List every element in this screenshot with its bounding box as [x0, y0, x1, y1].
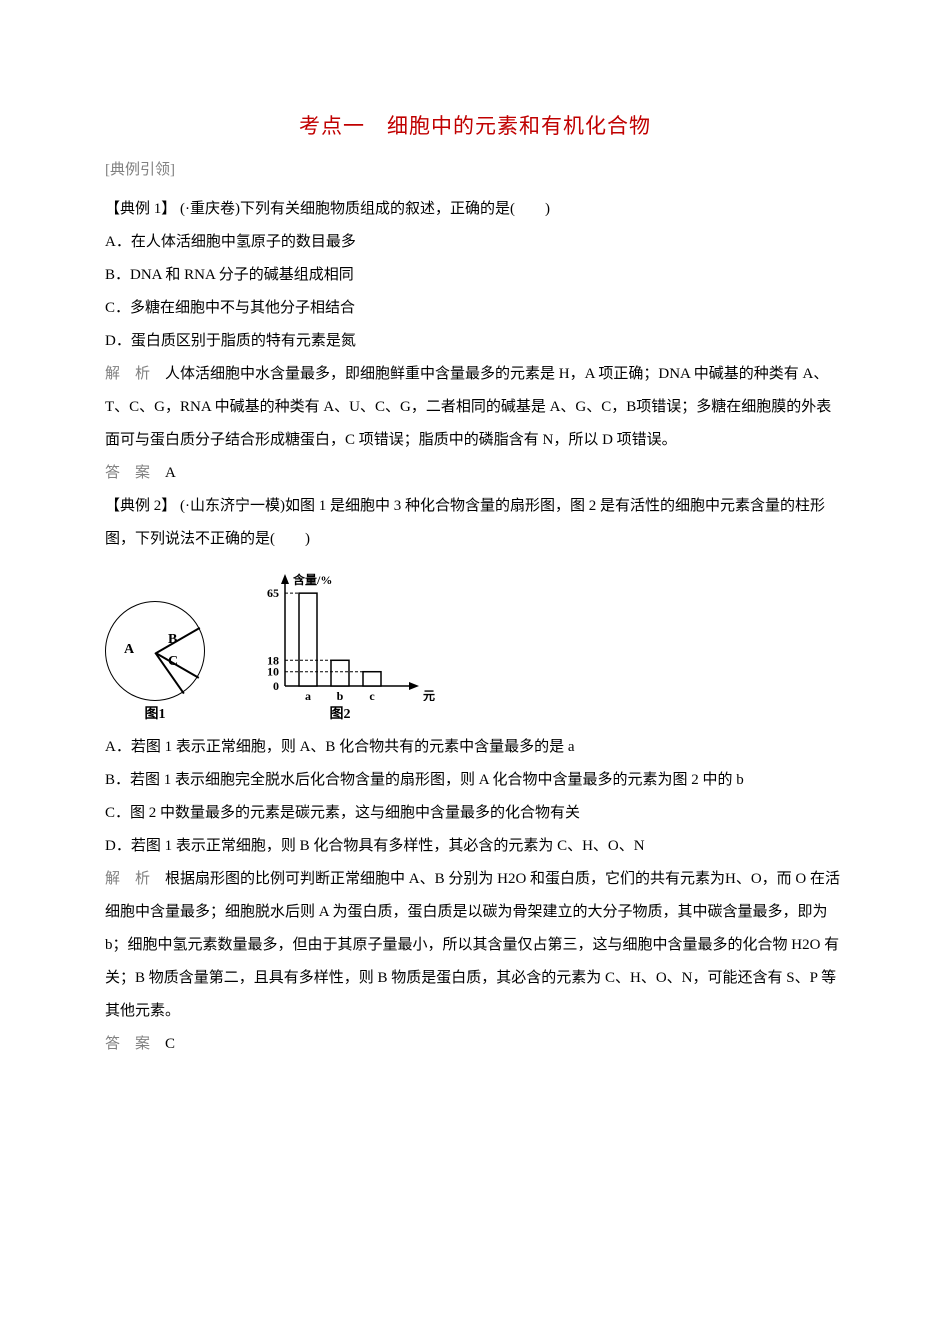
svg-text:0: 0 — [273, 679, 279, 693]
pie-chart: ABC — [105, 601, 205, 701]
ex2-opt-c: C．图 2 中数量最多的元素是碳元素，这与细胞中含量最多的化合物有关 — [105, 797, 845, 830]
explain-label: 解析 — [105, 366, 165, 382]
page-title: 考点一 细胞中的元素和有机化合物 — [105, 110, 845, 140]
ex1-explain-text: 人体活细胞中水含量最多，即细胞鲜重中含量最多的元素是 H，A 项正确；DNA 中… — [105, 366, 831, 448]
ex2-answer-value: C — [165, 1036, 175, 1052]
fig2-label: 图2 — [330, 703, 351, 723]
svg-text:a: a — [305, 689, 311, 701]
answer-label: 答案 — [105, 465, 165, 481]
ex2-opt-b: B．若图 1 表示细胞完全脱水后化合物含量的扇形图，则 A 化合物中含量最多的元… — [105, 764, 845, 797]
ex1-stem: 【典例 1】 (·重庆卷)下列有关细胞物质组成的叙述，正确的是( ) — [105, 193, 845, 226]
svg-text:c: c — [369, 689, 375, 701]
ex2-opt-d: D．若图 1 表示正常细胞，则 B 化合物具有多样性，其必含的元素为 C、H、O… — [105, 830, 845, 863]
svg-text:含量/%: 含量/% — [293, 572, 332, 587]
figure-1: ABC 图1 — [105, 601, 205, 723]
svg-text:65: 65 — [267, 586, 279, 600]
ex2-stem: 【典例 2】 (·山东济宁一模)如图 1 是细胞中 3 种化合物含量的扇形图，图… — [105, 490, 845, 556]
answer-label-2: 答案 — [105, 1036, 165, 1052]
ex2-explain-text: 根据扇形图的比例可判断正常细胞中 A、B 分别为 H2O 和蛋白质，它们的共有元… — [105, 871, 840, 1019]
fig1-label: 图1 — [145, 703, 166, 723]
ex2-explain: 解析根据扇形图的比例可判断正常细胞中 A、B 分别为 H2O 和蛋白质，它们的共… — [105, 863, 845, 1028]
intro-label: [典例引领] — [105, 158, 845, 179]
figures-row: ABC 图1 含量/%0101865abc元素 图2 — [105, 566, 845, 723]
explain-label-2: 解析 — [105, 871, 165, 887]
svg-text:b: b — [337, 689, 344, 701]
ex1-opt-b: B．DNA 和 RNA 分子的碱基组成相同 — [105, 259, 845, 292]
figure-2: 含量/%0101865abc元素 图2 — [245, 566, 435, 723]
example-2: 【典例 2】 (·山东济宁一模)如图 1 是细胞中 3 种化合物含量的扇形图，图… — [105, 490, 845, 1061]
ex1-opt-d: D．蛋白质区别于脂质的特有元素是氮 — [105, 325, 845, 358]
ex1-answer-value: A — [165, 465, 176, 481]
ex1-answer: 答案A — [105, 457, 845, 490]
ex2-answer: 答案C — [105, 1028, 845, 1061]
ex2-opt-a: A．若图 1 表示正常细胞，则 A、B 化合物共有的元素中含量最多的是 a — [105, 731, 845, 764]
example-1: 【典例 1】 (·重庆卷)下列有关细胞物质组成的叙述，正确的是( ) A．在人体… — [105, 193, 845, 490]
svg-text:18: 18 — [267, 653, 279, 667]
bar-chart: 含量/%0101865abc元素 — [245, 566, 435, 701]
svg-text:元素: 元素 — [423, 688, 435, 701]
ex1-explain: 解析人体活细胞中水含量最多，即细胞鲜重中含量最多的元素是 H，A 项正确；DNA… — [105, 358, 845, 457]
ex1-opt-a: A．在人体活细胞中氢原子的数目最多 — [105, 226, 845, 259]
ex1-opt-c: C．多糖在细胞中不与其他分子相结合 — [105, 292, 845, 325]
